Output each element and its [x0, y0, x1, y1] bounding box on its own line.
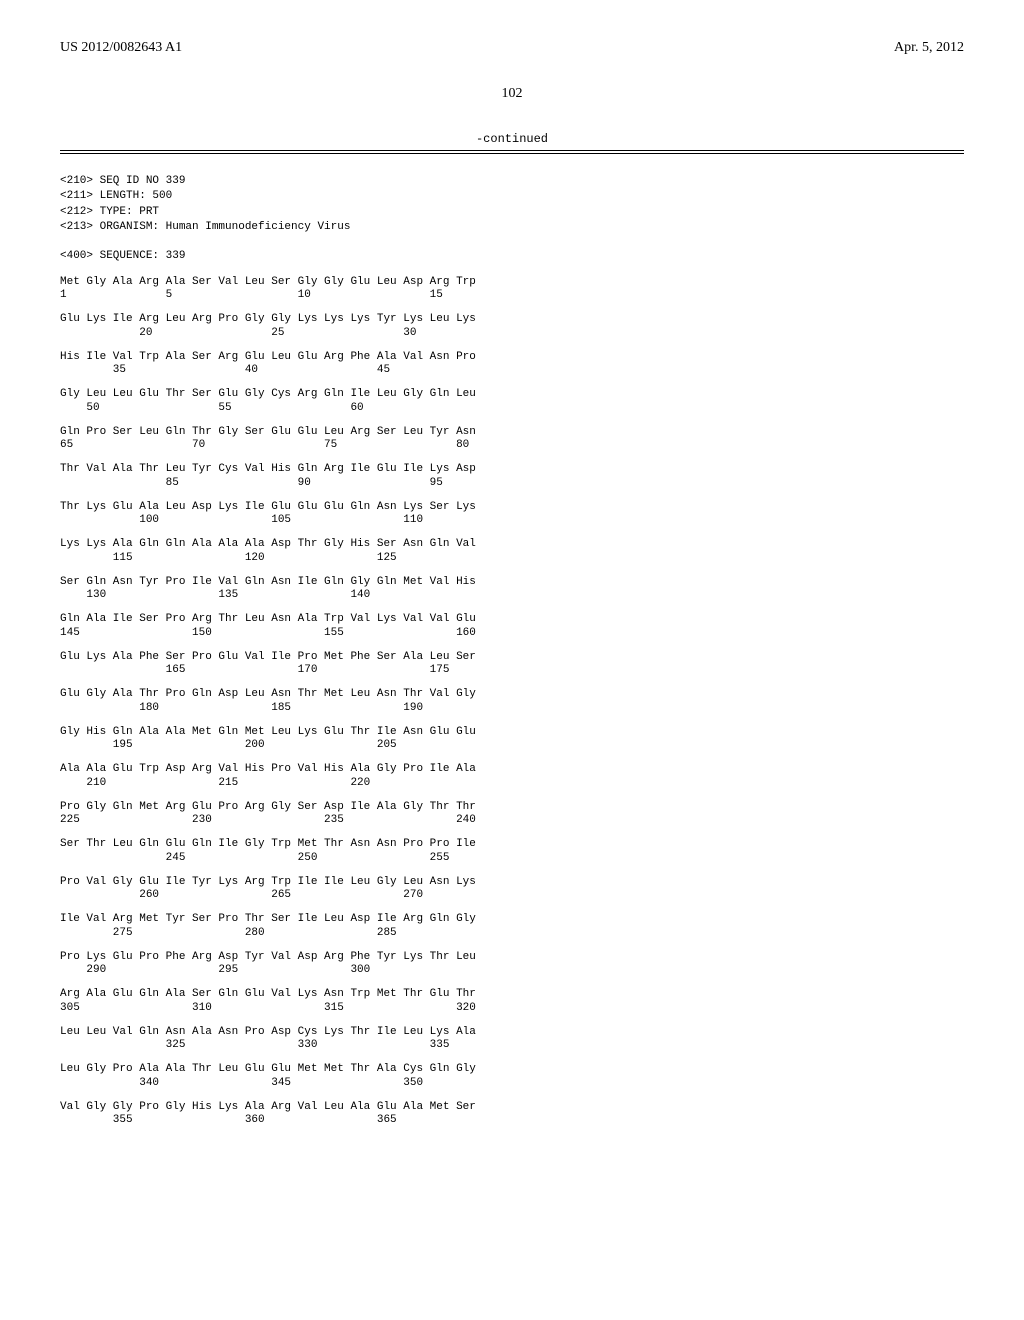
continued-label: -continued [60, 132, 964, 146]
page-header: US 2012/0082643 A1 Apr. 5, 2012 [60, 40, 964, 56]
sequence-row: Ala Ala Glu Trp Asp Arg Val His Pro Val … [60, 763, 964, 791]
sequence-row: Pro Lys Glu Pro Phe Arg Asp Tyr Val Asp … [60, 951, 964, 979]
sequence-row: Thr Val Ala Thr Leu Tyr Cys Val His Gln … [60, 463, 964, 491]
sequence-row: Gly Leu Leu Glu Thr Ser Glu Gly Cys Arg … [60, 388, 964, 416]
sequence-row: His Ile Val Trp Ala Ser Arg Glu Leu Glu … [60, 351, 964, 379]
sequence-row: Gln Ala Ile Ser Pro Arg Thr Leu Asn Ala … [60, 613, 964, 641]
sequence-row: Pro Val Gly Glu Ile Tyr Lys Arg Trp Ile … [60, 876, 964, 904]
sequence-title: <400> SEQUENCE: 339 [60, 250, 964, 262]
divider-thin [60, 153, 964, 154]
sequence-row: Leu Leu Val Gln Asn Ala Asn Pro Asp Cys … [60, 1026, 964, 1054]
sequence-row: Ile Val Arg Met Tyr Ser Pro Thr Ser Ile … [60, 913, 964, 941]
sequence-row: Glu Lys Ala Phe Ser Pro Glu Val Ile Pro … [60, 651, 964, 679]
page-number: 102 [60, 86, 964, 102]
sequence-row: Arg Ala Glu Gln Ala Ser Gln Glu Val Lys … [60, 988, 964, 1016]
sequence-row: Gln Pro Ser Leu Gln Thr Gly Ser Glu Glu … [60, 426, 964, 454]
sequence-row: Ser Thr Leu Gln Glu Gln Ile Gly Trp Met … [60, 838, 964, 866]
sequence-container: Met Gly Ala Arg Ala Ser Val Leu Ser Gly … [60, 276, 964, 1129]
publication-date: Apr. 5, 2012 [894, 40, 964, 56]
sequence-row: Pro Gly Gln Met Arg Glu Pro Arg Gly Ser … [60, 801, 964, 829]
sequence-row: Gly His Gln Ala Ala Met Gln Met Leu Lys … [60, 726, 964, 754]
sequence-metadata: <210> SEQ ID NO 339 <211> LENGTH: 500 <2… [60, 174, 964, 236]
sequence-row: Glu Gly Ala Thr Pro Gln Asp Leu Asn Thr … [60, 688, 964, 716]
publication-number: US 2012/0082643 A1 [60, 40, 182, 56]
sequence-row: Lys Lys Ala Gln Gln Ala Ala Ala Asp Thr … [60, 538, 964, 566]
sequence-row: Leu Gly Pro Ala Ala Thr Leu Glu Glu Met … [60, 1063, 964, 1091]
meta-length: <211> LENGTH: 500 [60, 190, 172, 202]
sequence-row: Val Gly Gly Pro Gly His Lys Ala Arg Val … [60, 1101, 964, 1129]
sequence-row: Met Gly Ala Arg Ala Ser Val Leu Ser Gly … [60, 276, 964, 304]
divider-top [60, 150, 964, 151]
meta-seq-id: <210> SEQ ID NO 339 [60, 175, 185, 187]
sequence-row: Thr Lys Glu Ala Leu Asp Lys Ile Glu Glu … [60, 501, 964, 529]
meta-organism: <213> ORGANISM: Human Immunodeficiency V… [60, 221, 350, 233]
sequence-row: Glu Lys Ile Arg Leu Arg Pro Gly Gly Lys … [60, 313, 964, 341]
meta-type: <212> TYPE: PRT [60, 206, 159, 218]
sequence-row: Ser Gln Asn Tyr Pro Ile Val Gln Asn Ile … [60, 576, 964, 604]
